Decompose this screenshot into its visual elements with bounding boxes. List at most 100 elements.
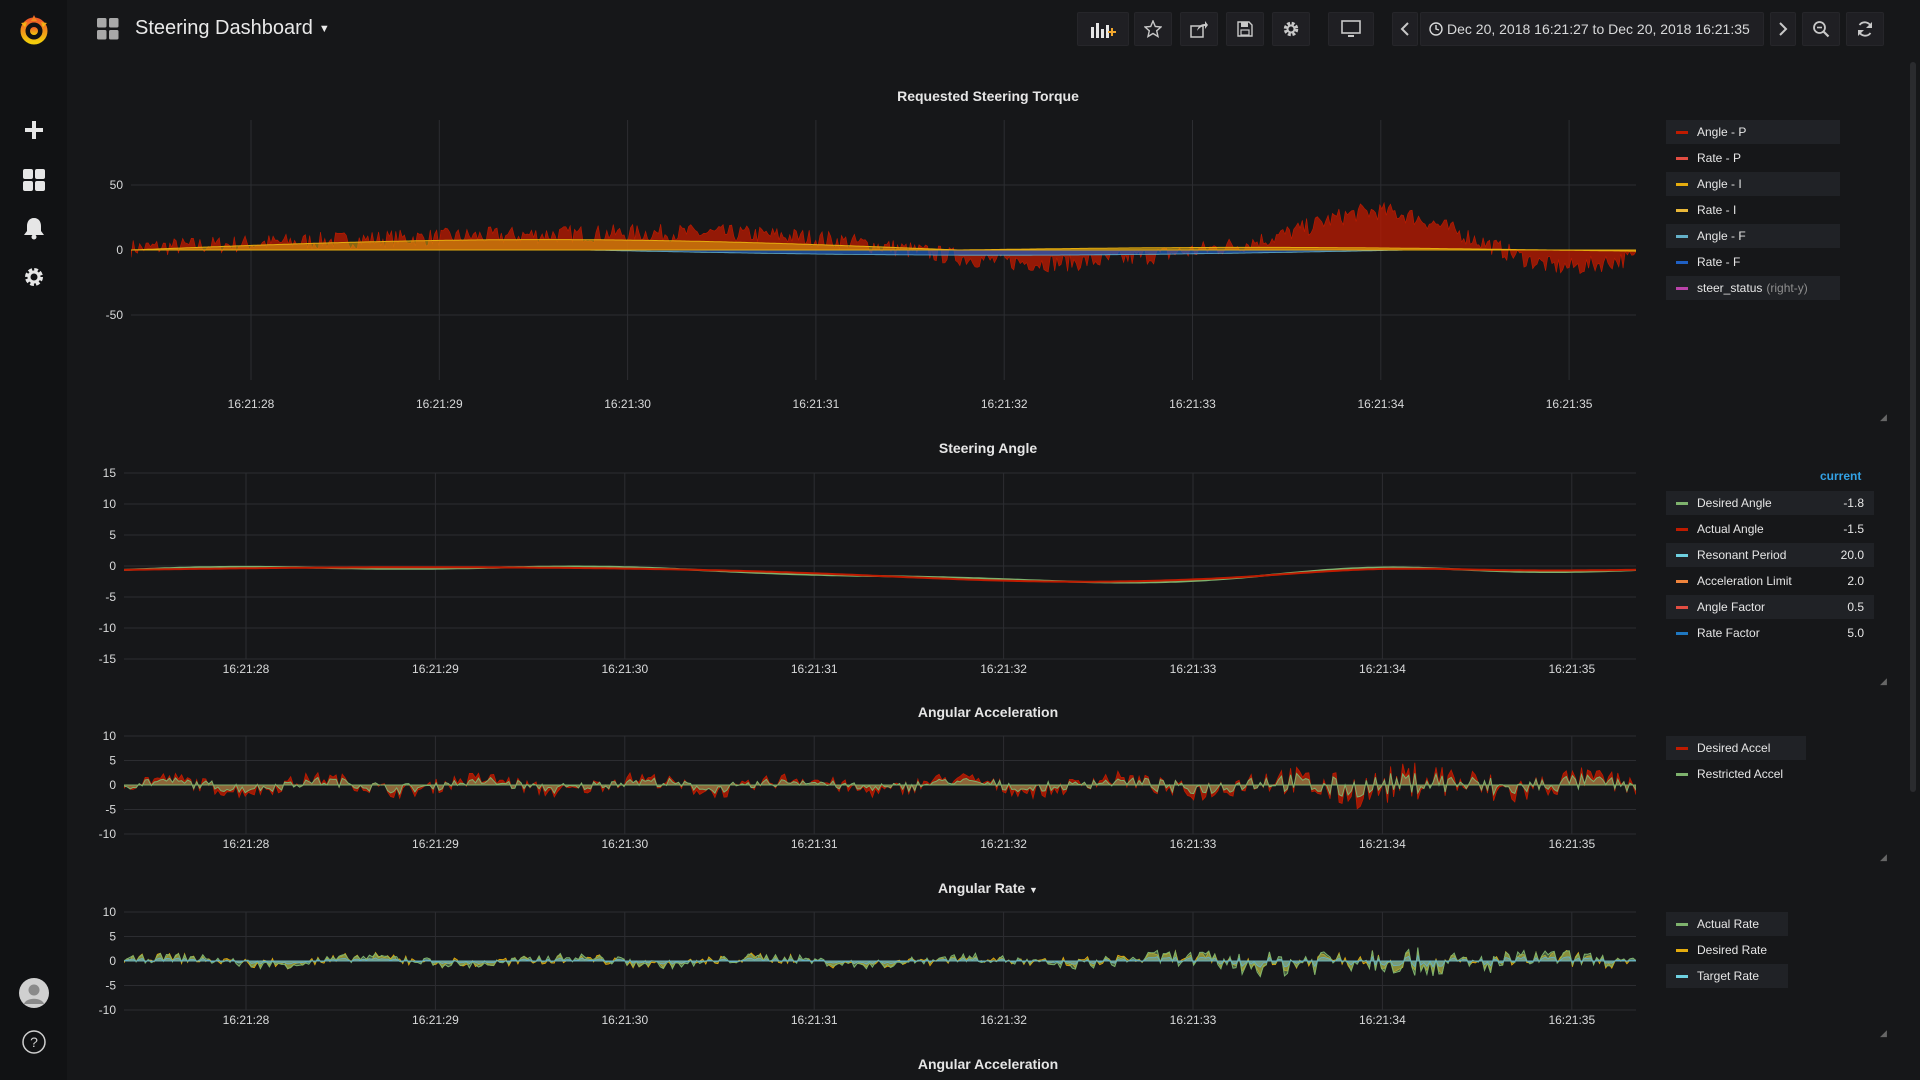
legend-current-value: 5.0 <box>1847 626 1864 640</box>
grafana-logo-icon[interactable] <box>0 10 67 50</box>
x-tick-label: 16:21:28 <box>223 1013 270 1027</box>
plus-icon[interactable] <box>0 110 67 150</box>
legend-current-value: 0.5 <box>1847 600 1864 614</box>
y-tick-label: 10 <box>103 729 117 743</box>
legend-item[interactable]: Desired Rate <box>1666 938 1788 962</box>
legend-color-swatch[interactable] <box>1676 260 1688 264</box>
legend-item[interactable]: Actual Angle -1.5 <box>1666 517 1874 541</box>
panel-title-angular-acceleration[interactable]: Angular Acceleration <box>917 704 1059 720</box>
legend-label: Angle Factor <box>1697 600 1766 614</box>
legend-color-swatch[interactable] <box>1676 156 1688 160</box>
resize-handle[interactable]: ◢ <box>1880 676 1887 686</box>
legend-item[interactable]: Angle - F <box>1666 224 1840 248</box>
settings-button[interactable] <box>1272 12 1310 46</box>
legend-item[interactable]: Restricted Accel <box>1666 762 1806 786</box>
legend-item[interactable]: Rate - F <box>1666 250 1840 274</box>
time-picker[interactable]: Dec 20, 2018 16:21:27 to Dec 20, 2018 16… <box>1420 12 1764 46</box>
x-tick-label: 16:21:29 <box>412 1013 459 1027</box>
time-back-button[interactable] <box>1392 12 1418 46</box>
star-icon <box>1144 20 1162 38</box>
x-tick-label: 16:21:30 <box>601 837 648 851</box>
add-panel-icon <box>1091 23 1116 38</box>
charts-layer[interactable]: 5 0 0 -50 16:21:28 16:21:29 16:21:30 16:21:31 16… <box>0 0 1640 1080</box>
side-menu: ? <box>0 0 67 1080</box>
legend-label: Rate - F <box>1697 255 1741 269</box>
panel-title-requested-steering-torque[interactable]: Requested Steering Torque <box>897 88 1079 104</box>
legend-item[interactable]: Actual Rate <box>1666 912 1788 936</box>
legend-item[interactable]: Acceleration Limit 2.0 <box>1666 569 1874 593</box>
help-icon[interactable]: ? <box>0 1022 67 1062</box>
clock-icon <box>1429 22 1443 36</box>
legend-item[interactable]: Angle - P <box>1666 120 1840 144</box>
legend-item[interactable]: Desired Angle -1.8 <box>1666 491 1874 515</box>
legend-color-swatch[interactable] <box>1676 974 1688 978</box>
legend-color-swatch[interactable] <box>1676 553 1688 557</box>
legend-item[interactable]: Resonant Period 20.0 <box>1666 543 1874 567</box>
x-tick-label: 16:21:31 <box>791 662 838 676</box>
x-tick-label: 16:21:34 <box>1357 397 1404 411</box>
y-tick-label: -5 <box>105 803 116 817</box>
panel-title-angular-rate[interactable]: Angular Rate ▼ <box>700 880 1276 896</box>
add-panel-button[interactable] <box>1077 12 1129 46</box>
legend-color-swatch[interactable] <box>1676 286 1688 290</box>
x-tick-label: 16:21:31 <box>791 1013 838 1027</box>
x-tick-label: 16:21:33 <box>1170 837 1217 851</box>
legend-color-swatch[interactable] <box>1676 501 1688 505</box>
resize-handle[interactable]: ◢ <box>1880 412 1887 422</box>
dashboards-icon[interactable] <box>0 160 67 200</box>
x-tick-label: 16:21:35 <box>1548 837 1595 851</box>
user-avatar-icon[interactable] <box>0 973 67 1013</box>
series-actual-angle <box>124 566 1636 583</box>
legend-item[interactable]: Desired Accel <box>1666 736 1806 760</box>
panel-title-angular-acceleration-2[interactable]: Angular Acceleration <box>917 1056 1059 1072</box>
share-icon <box>1190 21 1208 38</box>
resize-handle[interactable]: ◢ <box>1880 852 1887 862</box>
gear-icon[interactable] <box>0 257 67 297</box>
legend-item[interactable]: Angle - I <box>1666 172 1840 196</box>
zoom-out-button[interactable] <box>1802 12 1840 46</box>
refresh-button[interactable] <box>1846 12 1884 46</box>
bell-icon[interactable] <box>0 208 67 248</box>
legend-header-current[interactable]: current <box>1820 469 1862 483</box>
legend-color-swatch[interactable] <box>1676 631 1688 635</box>
legend-item[interactable]: Rate - P <box>1666 146 1840 170</box>
dashboard-title[interactable]: Steering Dashboard ▼ <box>135 17 330 40</box>
legend-color-swatch[interactable] <box>1676 948 1688 952</box>
y-tick-label: 5 <box>109 754 116 768</box>
legend-color-swatch[interactable] <box>1676 182 1688 186</box>
legend-color-swatch[interactable] <box>1676 527 1688 531</box>
legend-color-swatch[interactable] <box>1676 922 1688 926</box>
share-button[interactable] <box>1180 12 1218 46</box>
legend-label: Desired Angle <box>1697 496 1772 510</box>
legend-color-swatch[interactable] <box>1676 130 1688 134</box>
time-forward-button[interactable] <box>1770 12 1796 46</box>
series-restricted-accel <box>124 772 1636 798</box>
legend-item[interactable]: Rate - I <box>1666 198 1840 222</box>
x-tick-label: 16:21:29 <box>412 662 459 676</box>
y-tick-label: 0 <box>109 778 116 792</box>
legend-item[interactable]: Target Rate <box>1666 964 1788 988</box>
page-scrollbar[interactable] <box>1910 62 1916 792</box>
x-tick-label: 16:21:28 <box>228 397 275 411</box>
legend-color-swatch[interactable] <box>1676 579 1688 583</box>
legend-item[interactable]: Rate Factor 5.0 <box>1666 621 1874 645</box>
legend-color-swatch[interactable] <box>1676 208 1688 212</box>
save-button[interactable] <box>1226 12 1264 46</box>
tv-mode-button[interactable] <box>1328 12 1374 46</box>
legend-item[interactable]: Angle Factor 0.5 <box>1666 595 1874 619</box>
y-tick-label: -5 <box>105 590 116 604</box>
legend-color-swatch[interactable] <box>1676 234 1688 238</box>
legend-color-swatch[interactable] <box>1676 605 1688 609</box>
y-tick-label: -5 <box>105 979 116 993</box>
resize-handle[interactable]: ◢ <box>1880 1028 1887 1038</box>
x-tick-label: 16:21:34 <box>1359 837 1406 851</box>
help-label: ? <box>30 1034 38 1050</box>
star-button[interactable] <box>1134 12 1172 46</box>
legend-item[interactable]: steer_status (right-y) <box>1666 276 1840 300</box>
legend-color-swatch[interactable] <box>1676 746 1688 750</box>
legend-label: Desired Rate <box>1697 943 1768 957</box>
legend-color-swatch[interactable] <box>1676 772 1688 776</box>
y-tick-label: -50 <box>106 308 124 322</box>
panel-title-steering-angle[interactable]: Steering Angle <box>938 440 1038 456</box>
y-tick-label: 0 <box>109 559 116 573</box>
